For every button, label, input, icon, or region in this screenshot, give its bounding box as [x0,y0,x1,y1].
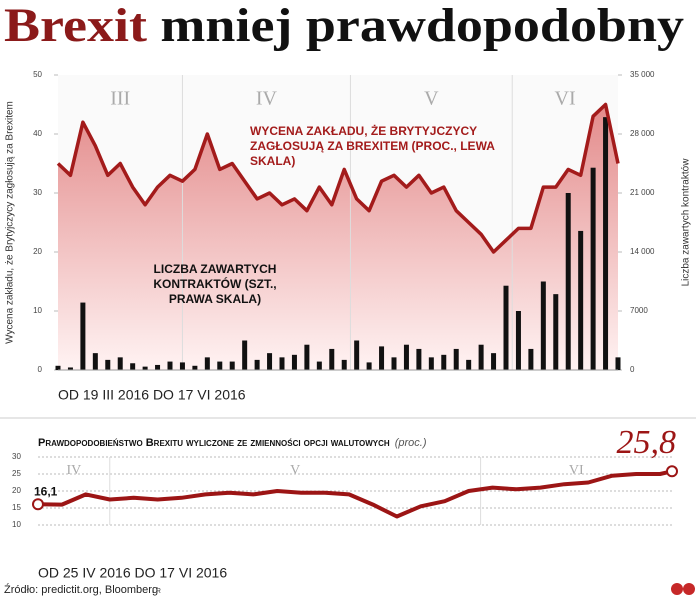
y2-axis-label: Liczba zawartych kontraktów [681,158,692,287]
bar [341,359,347,370]
value-label: 16,1 [34,484,58,498]
bar [354,340,360,370]
bar [603,117,609,371]
bar [366,362,372,370]
y-tick-label: 20 [12,486,21,495]
y-tick-label: 50 [33,70,42,79]
bar [416,348,422,370]
y-tick-label: 0 [38,365,43,374]
logo [671,583,683,595]
x-tick-label: IV [66,463,81,478]
bar [316,361,322,370]
bar [167,361,173,370]
x-tick-label: VI [569,463,584,478]
unit: (proc.) [395,437,427,449]
x-tick-label: IV [256,88,278,110]
bar [329,348,335,370]
bar [540,281,546,370]
date-range: OD 25 IV 2016 DO 17 VI 2016 [38,565,227,581]
bar [105,359,111,370]
bar [155,364,161,370]
x-tick-label: VI [555,88,576,110]
bar [291,354,297,370]
y2-tick-label: 28 000 [630,129,655,138]
bar [403,344,409,370]
y2-tick-label: 14 000 [630,247,655,256]
y-tick-label: 10 [12,520,21,529]
area [58,104,618,370]
bar [179,362,185,370]
x-tick-label: III [110,88,130,110]
bar [441,354,447,370]
bar [553,294,559,370]
bar [578,230,584,370]
bar [254,359,260,370]
bar [80,302,86,370]
bar [92,353,98,370]
bar [242,340,248,370]
line [56,102,620,254]
y2-tick-label: 0 [630,365,635,374]
y-tick-label: 20 [33,247,42,256]
bar [515,311,521,370]
bar [204,357,210,370]
date-range: OD 19 III 2016 DO 17 VI 2016 [58,387,246,403]
bar [466,359,472,370]
bar [379,346,385,370]
value-label: 25,8 [617,424,677,461]
bar [491,353,497,370]
bar [142,366,148,370]
x-tick-label: V [290,463,300,478]
x-tick-label: V [424,88,439,110]
bar [192,365,198,370]
line [37,469,673,519]
source: Źródło: predictit.org, Bloomberg [4,583,158,596]
bar [478,344,484,370]
y2-tick-label: 21 000 [630,188,655,197]
bar [279,357,285,370]
bar [217,361,223,370]
y-tick-label: 40 [33,129,42,138]
bar [67,367,73,370]
bar [117,357,123,370]
bar [565,193,571,370]
headline-rest: mniej prawdopodobny [160,0,684,52]
bar [528,348,534,370]
y-tick-label: 15 [12,503,21,512]
headline-highlight: Brexit [4,0,147,52]
bar [130,363,136,370]
y-tick-label: 25 [12,469,21,478]
bar [55,365,61,370]
y2-tick-label: 35 000 [630,70,655,79]
point [666,465,678,478]
bar [428,357,434,370]
chart-title: Prawdopodobieństwo Brexitu wyliczone ze … [38,437,427,449]
bar [267,353,273,370]
bar [503,285,509,370]
y-tick-label: 30 [12,452,21,461]
bar [304,344,310,370]
bar-annotation: LICZBA ZAWARTYCH KONTRAKTÓW (SZT., PRAWA… [153,262,277,306]
y-axis-label: Wycena zakładu, że Brytyjczycy zagłosują… [5,101,16,344]
line-annotation: WYCENA ZAKŁADU, ŻE BRYTYJCZYCY ZAGŁOSUJĄ… [250,124,495,168]
bar [391,357,397,370]
bar [590,167,596,370]
y2-tick-label: 7000 [630,306,648,315]
logo [683,583,695,595]
y-tick-label: 30 [33,188,42,197]
y-tick-label: 10 [33,306,42,315]
bar [229,361,235,370]
credit: ŁR [152,588,161,595]
point [32,498,44,511]
headline: Brexit mniej prawdopodobny [4,0,684,52]
bar [615,357,621,370]
bar [453,348,459,370]
chart-title-text: Prawdopodobieństwo Brexitu wyliczone ze … [38,437,390,449]
